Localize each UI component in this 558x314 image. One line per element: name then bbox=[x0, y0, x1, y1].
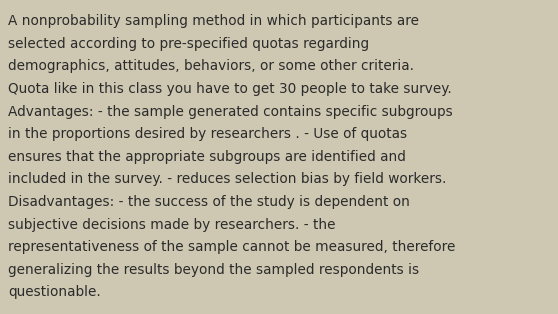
Text: included in the survey. - reduces selection bias by field workers.: included in the survey. - reduces select… bbox=[8, 172, 447, 187]
Text: Advantages: - the sample generated contains specific subgroups: Advantages: - the sample generated conta… bbox=[8, 105, 453, 119]
Text: Disadvantages: - the success of the study is dependent on: Disadvantages: - the success of the stud… bbox=[8, 195, 410, 209]
Text: Quota like in this class you have to get 30 people to take survey.: Quota like in this class you have to get… bbox=[8, 82, 452, 96]
Text: A nonprobability sampling method in which participants are: A nonprobability sampling method in whic… bbox=[8, 14, 420, 28]
Text: representativeness of the sample cannot be measured, therefore: representativeness of the sample cannot … bbox=[8, 240, 456, 254]
Text: subjective decisions made by researchers. - the: subjective decisions made by researchers… bbox=[8, 218, 336, 232]
Text: demographics, attitudes, behaviors, or some other criteria.: demographics, attitudes, behaviors, or s… bbox=[8, 59, 415, 73]
Text: generalizing the results beyond the sampled respondents is: generalizing the results beyond the samp… bbox=[8, 263, 420, 277]
Text: questionable.: questionable. bbox=[8, 285, 101, 300]
Text: selected according to pre-specified quotas regarding: selected according to pre-specified quot… bbox=[8, 37, 369, 51]
Text: in the proportions desired by researchers . - Use of quotas: in the proportions desired by researcher… bbox=[8, 127, 407, 141]
Text: ensures that the appropriate subgroups are identified and: ensures that the appropriate subgroups a… bbox=[8, 150, 406, 164]
